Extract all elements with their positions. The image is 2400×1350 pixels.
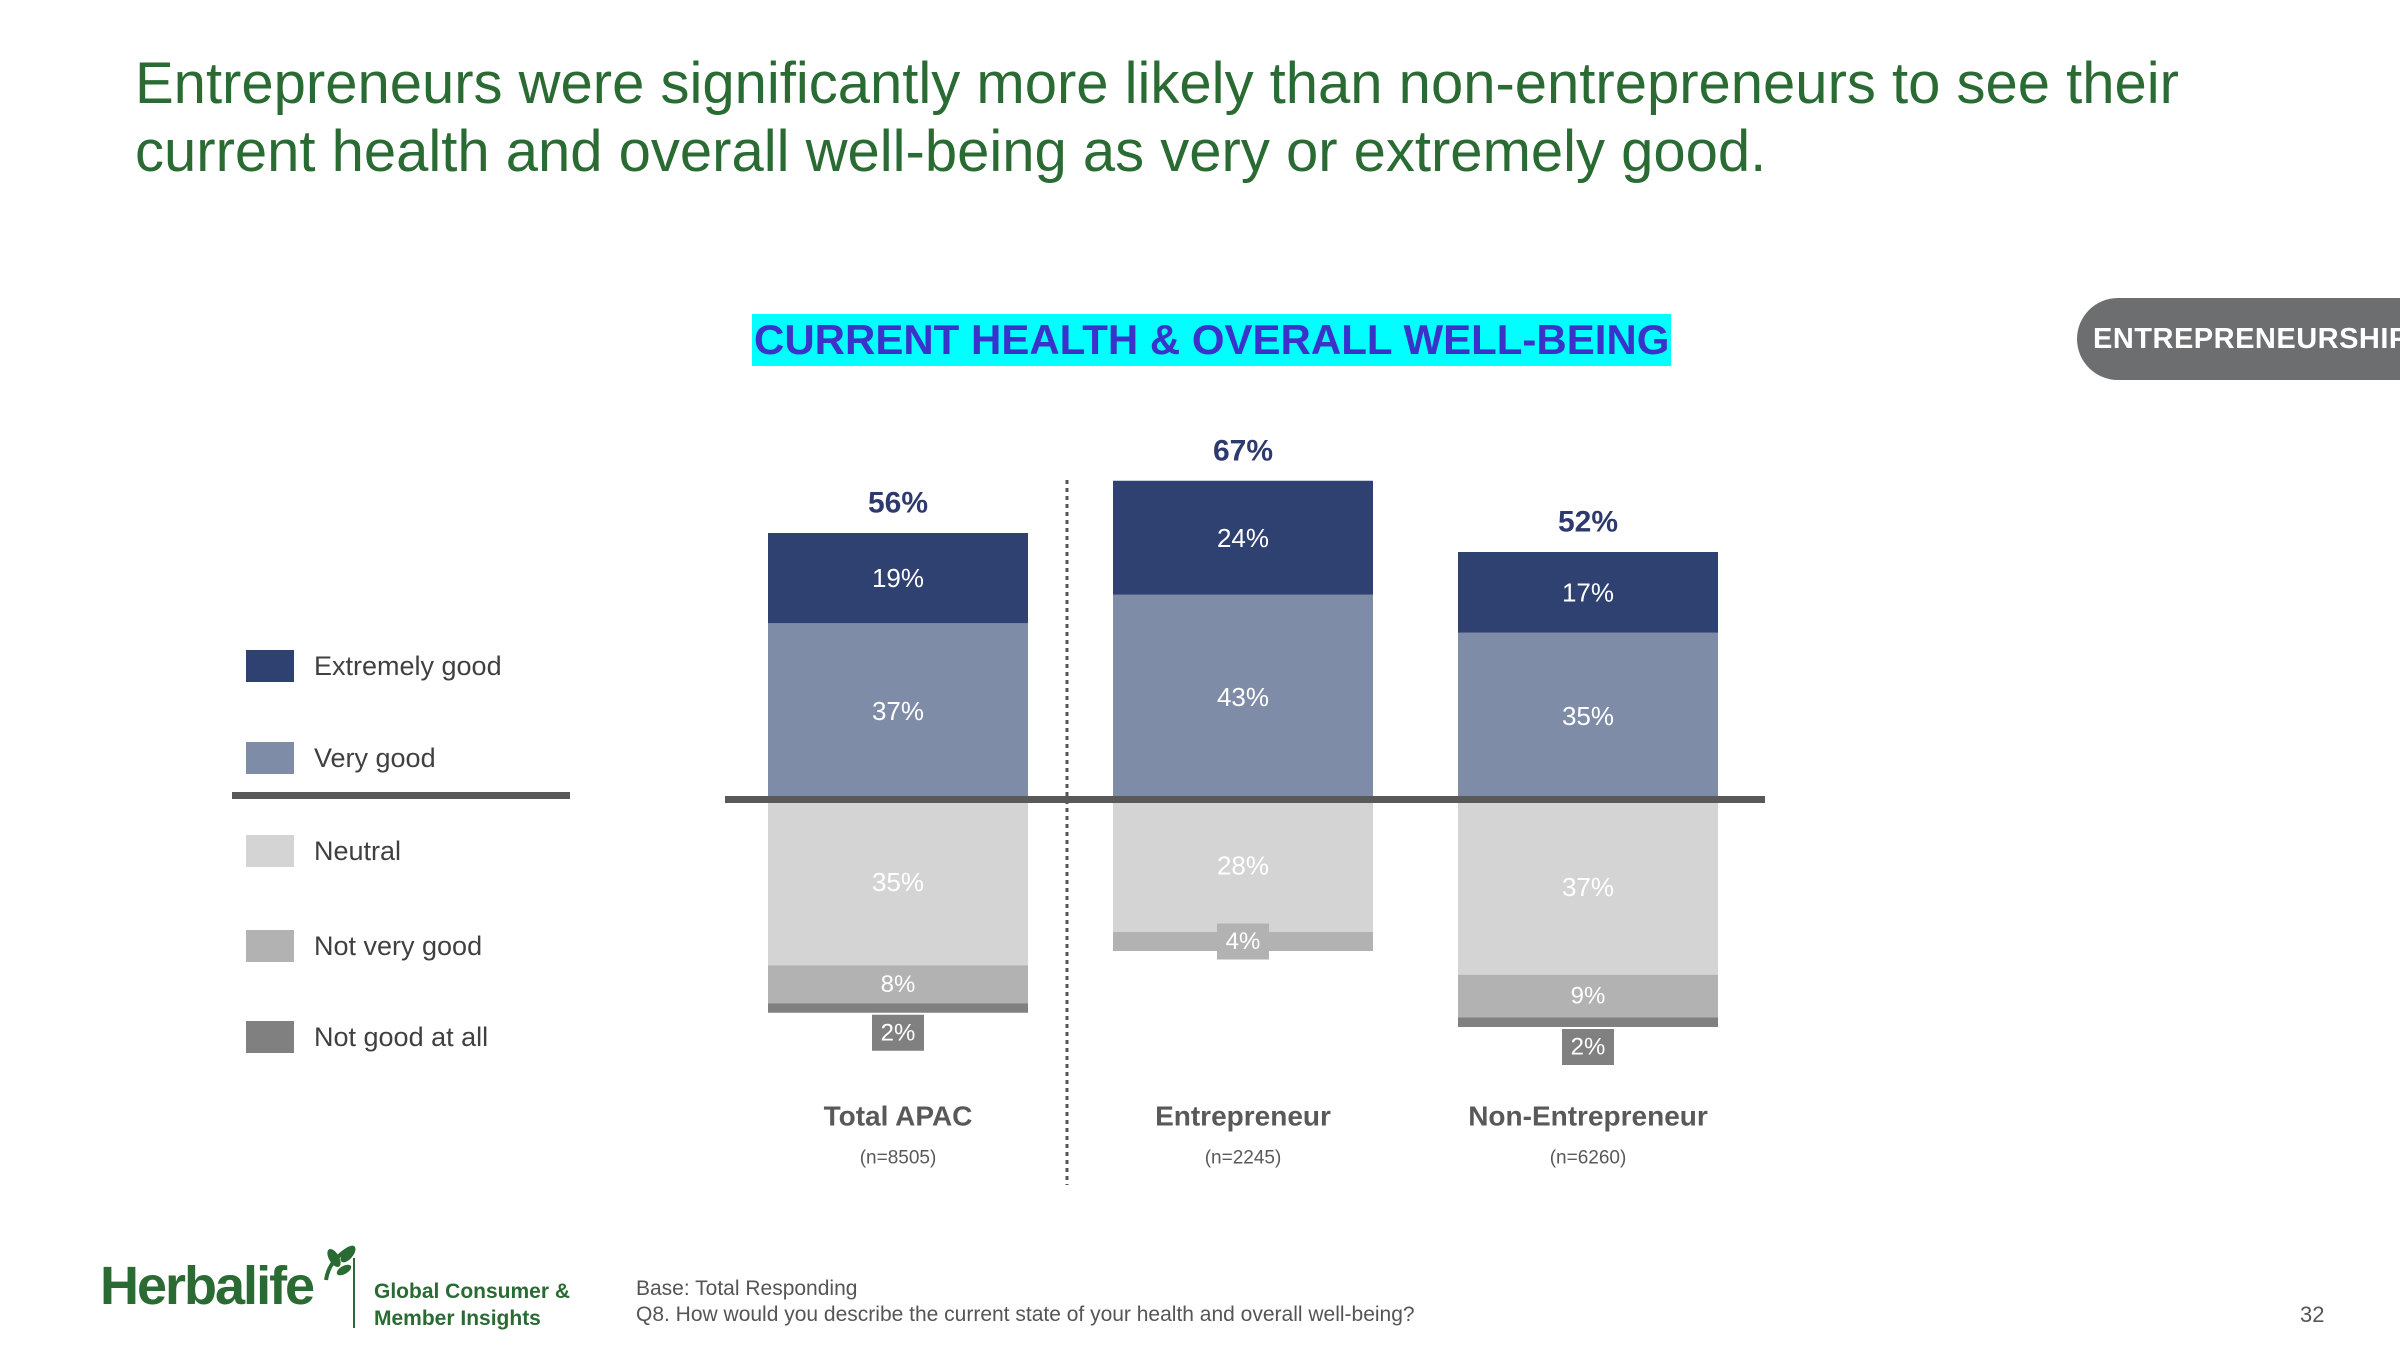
data-label: 2% [881,1019,916,1046]
legend-swatch [246,835,294,867]
legend-label: Not very good [314,930,483,961]
bar-segment-not-good-at-all [1458,1017,1718,1027]
total-label: 52% [1558,506,1618,539]
chart-legend: Extremely good Very good Neutral Not ver… [232,640,572,1060]
logo-subtitle-line1: Global Consumer & [374,1280,571,1303]
bar-segment-neutral [1458,799,1718,975]
section-tag-label: ENTREPRENEURSHIP [2093,322,2400,355]
data-label-box [1562,978,1614,1015]
legend-swatch [246,930,294,962]
data-label: 43% [1217,682,1269,712]
logo-subtitle-line2: Member Insights [374,1307,541,1330]
herbalife-logo: Herbalife [100,1245,358,1317]
legend-swatch [246,1021,294,1053]
bar-segment-very-good [1113,594,1373,799]
data-label: 24% [1217,523,1269,553]
data-label: 28% [1217,851,1269,881]
bar-segment-not-good-at-all [768,1003,1028,1013]
footnote: Base: Total Responding Q8. How would you… [636,1276,1415,1328]
legend-item-not-good-at-all: Not good at all [246,1021,488,1053]
data-label: 4% [1226,928,1261,955]
bar-segment-extremely-good [1113,480,1373,595]
data-label: 35% [872,867,924,897]
category-label: Non-Entrepreneur [1468,1101,1708,1132]
bar-segment-extremely-good [1458,552,1718,633]
chart-title: CURRENT HEALTH & OVERALL WELL-BEING [752,314,1672,366]
category-label: Total APAC [824,1101,973,1132]
leaf-icon [323,1245,356,1281]
data-label-box [872,966,924,1003]
section-tag: ENTREPRENEURSHIP [2077,298,2400,380]
legend-label: Extremely good [314,650,502,681]
data-label: 2% [1571,1034,1606,1061]
legend-label: Very good [314,742,436,773]
total-label: 67% [1213,434,1273,467]
legend-label: Neutral [314,835,402,866]
data-label: 9% [1571,983,1606,1010]
bar-segment-neutral [1113,799,1373,932]
data-label-box [872,1014,924,1051]
logo-wordmark: Herbalife [100,1256,315,1316]
data-label: 37% [872,696,924,726]
legend-divider [232,792,570,799]
page-number: 32 [2300,1302,2325,1327]
legend-swatch [246,742,294,774]
bar-segment-very-good [1458,632,1718,799]
category-label: Entrepreneur [1155,1101,1331,1132]
legend-item-extremely-good: Extremely good [246,650,502,682]
total-label: 56% [868,487,928,520]
sample-size-label: (n=8505) [860,1148,937,1169]
bar-segment-very-good [768,623,1028,799]
sample-size-label: (n=6260) [1550,1148,1627,1169]
data-label: 37% [1562,872,1614,902]
page-headline: Entrepreneurs were significantly more li… [135,51,2179,184]
base-note: Base: Total Responding [636,1277,858,1300]
legend-item-very-good: Very good [246,742,436,774]
bar-segment-extremely-good [768,533,1028,624]
bar-segment-neutral [768,799,1028,966]
legend-swatch [246,650,294,682]
logo-divider [353,1258,355,1328]
data-label-box [1217,923,1269,960]
zero-baseline [725,796,1765,803]
data-label: 8% [881,971,916,998]
data-label: 17% [1562,577,1614,607]
logo-subtitle: Global Consumer & Member Insights [374,1278,570,1332]
legend-label: Not good at all [314,1021,489,1052]
data-label-box [1562,1029,1614,1065]
question-note: Q8. How would you describe the current s… [636,1303,1415,1326]
data-label: 35% [1562,701,1614,731]
sample-size-label: (n=2245) [1205,1148,1282,1169]
legend-item-neutral: Neutral [246,835,401,867]
data-label: 19% [872,563,924,593]
legend-item-not-very-good: Not very good [246,930,482,962]
